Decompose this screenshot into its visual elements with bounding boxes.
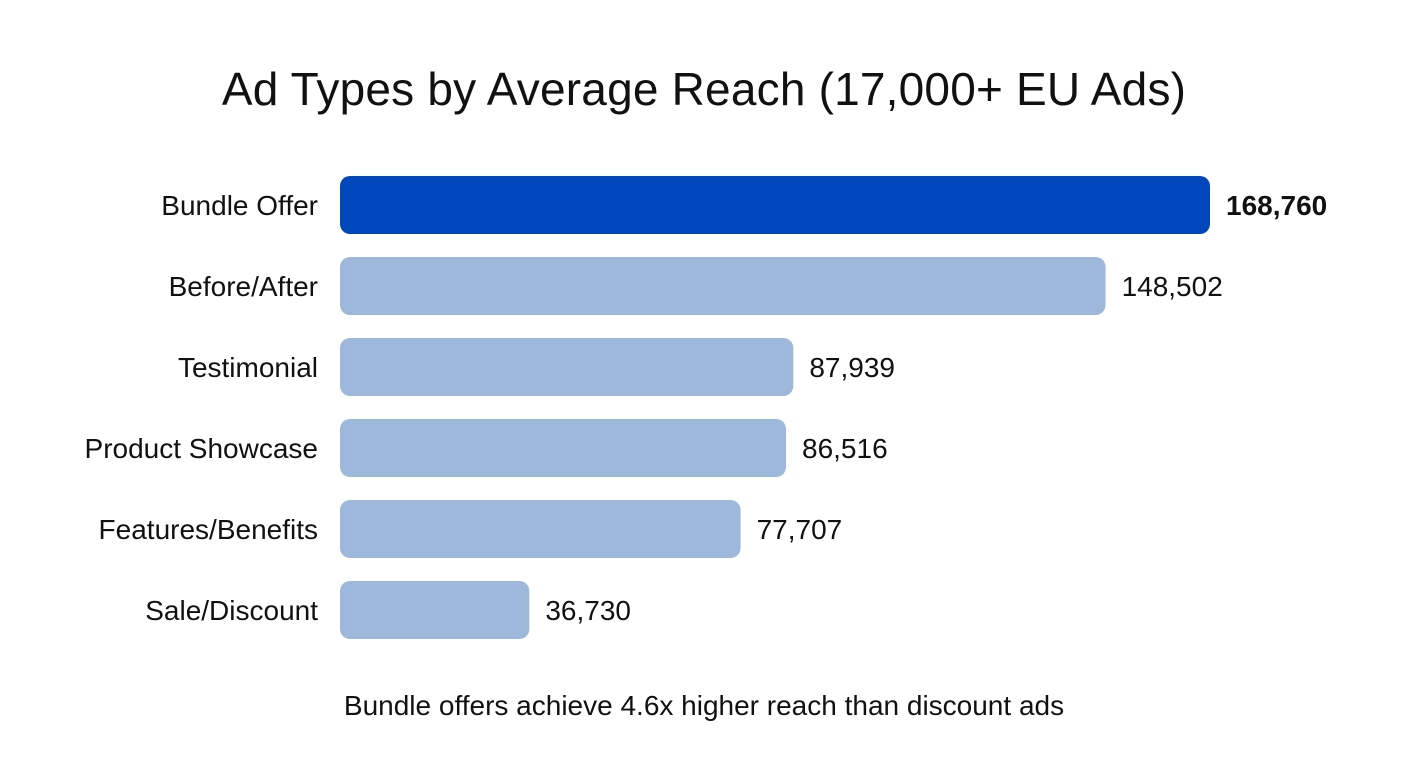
category-label: Before/After	[169, 271, 318, 302]
bar-before-after	[340, 257, 1106, 315]
value-label: 168,760	[1226, 190, 1327, 221]
category-label: Testimonial	[178, 352, 318, 383]
value-label: 86,516	[802, 433, 888, 464]
bar-testimonial	[340, 338, 794, 396]
category-label: Features/Benefits	[99, 514, 318, 545]
value-label: 87,939	[809, 352, 895, 383]
value-label: 148,502	[1122, 271, 1223, 302]
bar-bundle-offer	[340, 176, 1210, 234]
bar-sale-discount	[340, 581, 530, 639]
category-label: Product Showcase	[85, 433, 318, 464]
chart-title: Ad Types by Average Reach (17,000+ EU Ad…	[221, 63, 1187, 115]
category-label: Sale/Discount	[145, 595, 318, 626]
bar-features-benefits	[340, 500, 741, 558]
chart-footnote: Bundle offers achieve 4.6x higher reach …	[343, 690, 1065, 721]
bar-product-showcase	[340, 419, 787, 477]
value-label: 36,730	[545, 595, 631, 626]
category-label: Bundle Offer	[161, 190, 318, 221]
value-label: 77,707	[757, 514, 843, 545]
